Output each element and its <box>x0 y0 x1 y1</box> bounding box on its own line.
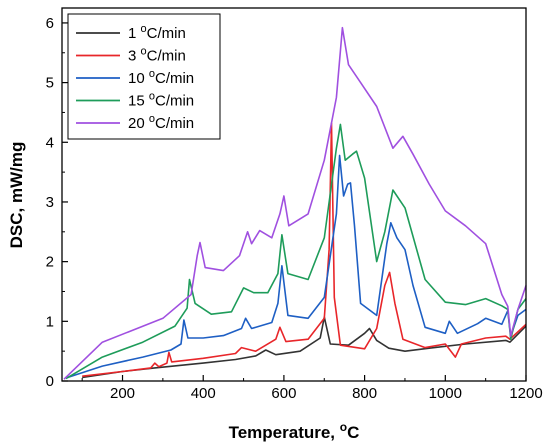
legend-label-0: 1 oC/min <box>128 23 186 42</box>
series-line-4 <box>63 26 527 380</box>
x-axis-label-unit: C <box>347 423 359 442</box>
x-tick-label-2: 600 <box>271 385 296 402</box>
series-line-2 <box>65 154 527 379</box>
x-tick-label-3: 800 <box>352 385 377 402</box>
x-tick-label-4: 1000 <box>429 385 462 402</box>
series-line-0 <box>82 316 527 379</box>
y-axis-label: DSC, mW/mg <box>7 142 26 249</box>
legend: 1 oC/min 3 oC/min 10 oC/min 15 oC/min 20 oC/… <box>67 13 221 140</box>
legend-label-1: 3 oC/min <box>128 46 186 65</box>
y-tick-label-5: 5 <box>46 75 54 92</box>
x-tick-label-1: 400 <box>191 385 216 402</box>
series-layer <box>63 26 527 380</box>
series-line-3 <box>65 123 527 380</box>
series-line-1 <box>82 122 527 377</box>
x-axis-label: Temperature, oC <box>229 420 360 442</box>
y-tick-label-0: 0 <box>46 373 54 390</box>
y-tick-label-1: 1 <box>46 313 54 330</box>
x-axis-label-degree: o <box>340 420 347 434</box>
y-tick-label-6: 6 <box>46 15 54 32</box>
legend-box <box>67 13 221 140</box>
x-tick-label-5: 1200 <box>509 385 542 402</box>
plot-frame <box>61 7 527 382</box>
ticks-layer: 200 400 600 800 1000 1200 0 1 2 3 4 5 6 <box>46 15 543 402</box>
x-tick-label-0: 200 <box>110 385 135 402</box>
y-tick-label-2: 2 <box>46 254 54 271</box>
legend-label-4: 20 oC/min <box>128 113 194 132</box>
legend-label-3: 15 oC/min <box>128 91 194 110</box>
y-tick-label-4: 4 <box>46 134 54 151</box>
x-axis-label-text: Temperature, <box>229 423 340 442</box>
y-tick-label-3: 3 <box>46 194 54 211</box>
legend-label-2: 10 oC/min <box>128 68 194 87</box>
